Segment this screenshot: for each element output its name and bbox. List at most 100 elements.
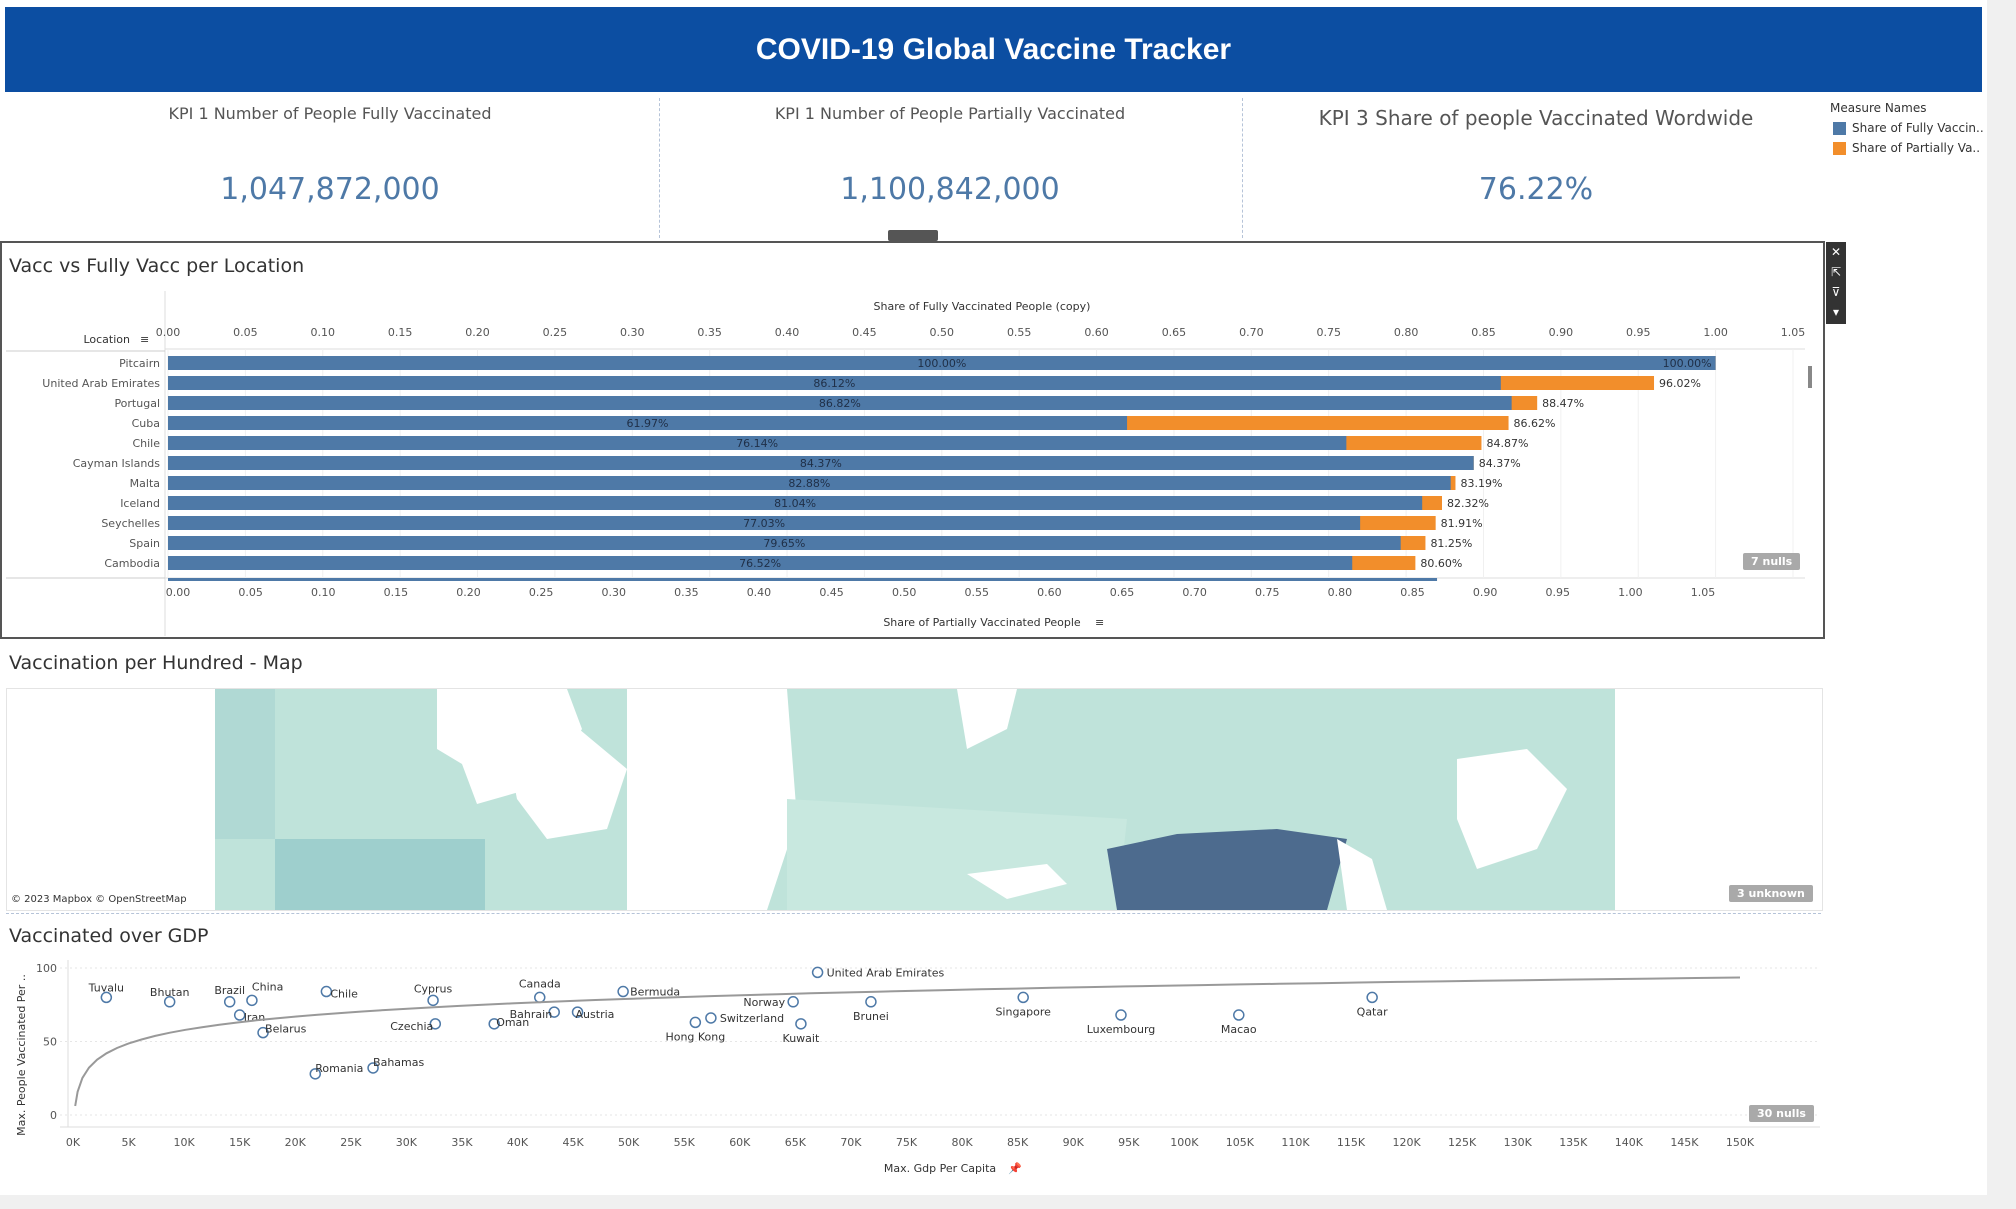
point-label: Bermuda	[630, 986, 680, 999]
point-label: Romania	[315, 1062, 363, 1075]
bar-fully-vaccinated[interactable]	[168, 536, 1401, 550]
resize-handle[interactable]	[888, 230, 938, 241]
scatter-point[interactable]	[163, 996, 176, 1008]
scatter-point[interactable]	[787, 996, 799, 1008]
point-label: China	[252, 980, 283, 993]
location-label: Cayman Islands	[73, 457, 161, 470]
bar-fully-vaccinated[interactable]	[168, 436, 1347, 450]
location-label: Cambodia	[104, 557, 160, 570]
bottom-tick-label: 0.20	[456, 586, 481, 599]
scatter-point[interactable]	[1366, 991, 1378, 1004]
bar-fully-vaccinated[interactable]	[168, 376, 1501, 390]
bar-fully-vaccinated[interactable]	[168, 416, 1128, 430]
x-tick-label: 15K	[229, 1136, 251, 1149]
vaccination-map[interactable]	[6, 688, 1823, 911]
location-label: Portugal	[114, 397, 160, 410]
bar-fully-vaccinated[interactable]	[168, 516, 1361, 530]
scatter-point[interactable]	[257, 1026, 269, 1039]
filter-icon[interactable]: ⊽	[1831, 285, 1841, 299]
scatter-point[interactable]	[1017, 991, 1029, 1004]
point-label: Bahrain	[510, 1008, 553, 1021]
point-label: Czechia	[390, 1020, 433, 1033]
bottom-tick-label: 1.00	[1618, 586, 1643, 599]
location-label: United Arab Emirates	[42, 377, 160, 390]
scatter-point[interactable]	[811, 966, 824, 979]
x-tick-label: 145K	[1670, 1136, 1699, 1149]
close-icon[interactable]: ✕	[1830, 245, 1842, 259]
bar-fully-vaccinated[interactable]	[168, 496, 1423, 510]
scatter-point[interactable]	[795, 1018, 807, 1030]
scatter-point[interactable]	[223, 996, 236, 1008]
horizontal-scrollbar[interactable]	[0, 1195, 1987, 1209]
scatter-point[interactable]	[233, 1009, 246, 1021]
vertical-scrollbar[interactable]	[1987, 0, 2016, 1209]
map-water-okhotsk	[1457, 749, 1567, 869]
bottom-tick-label: 0.15	[384, 586, 409, 599]
scatter-point[interactable]	[367, 1062, 379, 1074]
bottom-tick-label: 0.75	[1255, 586, 1280, 599]
scatter-point[interactable]	[488, 1018, 500, 1030]
sort-icon: ≡	[140, 333, 149, 346]
legend-item-fully[interactable]: Share of Fully Vaccin..	[1833, 121, 1984, 135]
x-tick-label: 75K	[896, 1136, 918, 1149]
bar-fully-vaccinated[interactable]	[168, 396, 1512, 410]
bottom-tick-label: 0.50	[892, 586, 917, 599]
bar-fully-vaccinated[interactable]	[168, 356, 1716, 370]
bar-fully-vaccinated[interactable]	[168, 456, 1474, 470]
scatter-point[interactable]	[246, 994, 258, 1007]
bar-label-fully: 81.04%	[774, 497, 816, 510]
map-title: Vaccination per Hundred - Map	[9, 652, 303, 674]
scatter-point[interactable]	[1115, 1009, 1127, 1021]
x-tick-label: 150K	[1726, 1136, 1755, 1149]
bar-fully-vaccinated[interactable]	[168, 476, 1451, 490]
bar-fully-vaccinated[interactable]	[168, 556, 1353, 570]
bar-label-partially: 80.60%	[1420, 557, 1462, 570]
scatter-point[interactable]	[689, 1016, 702, 1029]
scatter-point[interactable]	[705, 1012, 717, 1024]
scatter-point[interactable]	[534, 991, 546, 1004]
unknown-badge[interactable]: 3 unknown	[1729, 885, 1813, 902]
scatter-point[interactable]	[865, 996, 877, 1008]
bar-label-partially: 96.02%	[1659, 377, 1701, 390]
more-options-icon[interactable]: ▾	[1832, 305, 1840, 319]
scatter-point[interactable]	[427, 994, 439, 1007]
bottom-tick-label: 0.40	[747, 586, 772, 599]
x-tick-label: 90K	[1063, 1136, 1085, 1149]
top-axis-title: Share of Fully Vaccinated People (copy)	[874, 300, 1091, 313]
x-tick-label: 60K	[729, 1136, 751, 1149]
scatter-point[interactable]	[100, 991, 113, 1004]
scatter-point[interactable]	[1233, 1009, 1245, 1021]
bar-label-fully: 61.97%	[627, 417, 669, 430]
bar-scrollbar-thumb[interactable]	[1808, 366, 1812, 388]
top-tick-label: 0.50	[930, 326, 955, 339]
location-label: Seychelles	[101, 517, 160, 530]
legend-item-partially[interactable]: Share of Partially Va..	[1833, 141, 1980, 155]
bottom-tick-label: 0.85	[1400, 586, 1425, 599]
nulls-badge[interactable]: 30 nulls	[1749, 1105, 1814, 1122]
scatter-point[interactable]	[429, 1018, 442, 1030]
scatter-point[interactable]	[571, 1006, 584, 1018]
bar-label-fully: 86.12%	[813, 377, 855, 390]
x-tick-label: 140K	[1615, 1136, 1644, 1149]
top-tick-label: 0.70	[1239, 326, 1264, 339]
popout-icon[interactable]: ⇱	[1830, 265, 1842, 279]
kpi-share-vaccinated-title: KPI 3 Share of people Vaccinated Wordwid…	[1318, 106, 1754, 130]
point-label: Tuvalu	[88, 981, 124, 994]
bottom-tick-label: 0.30	[601, 586, 626, 599]
top-tick-label: 1.05	[1781, 326, 1806, 339]
kpi-divider	[659, 98, 660, 238]
bottom-tick-label: 0.35	[674, 586, 699, 599]
bar-label-fully: 79.65%	[763, 537, 805, 550]
nulls-badge[interactable]: 7 nulls	[1743, 553, 1801, 570]
point-label: United Arab Emirates	[827, 966, 945, 979]
kpi-partially-vaccinated-title: KPI 1 Number of People Partially Vaccina…	[774, 104, 1126, 123]
scatter-point[interactable]	[320, 985, 333, 998]
top-tick-label: 0.35	[697, 326, 722, 339]
map-ocean-pacific	[1615, 689, 1822, 910]
bottom-tick-label: 0.05	[238, 586, 263, 599]
scatter-point[interactable]	[309, 1068, 322, 1080]
x-tick-label: 5K	[121, 1136, 136, 1149]
location-label: Malta	[130, 477, 160, 490]
scatter-point[interactable]	[617, 985, 629, 998]
scatter-point[interactable]	[548, 1006, 560, 1018]
